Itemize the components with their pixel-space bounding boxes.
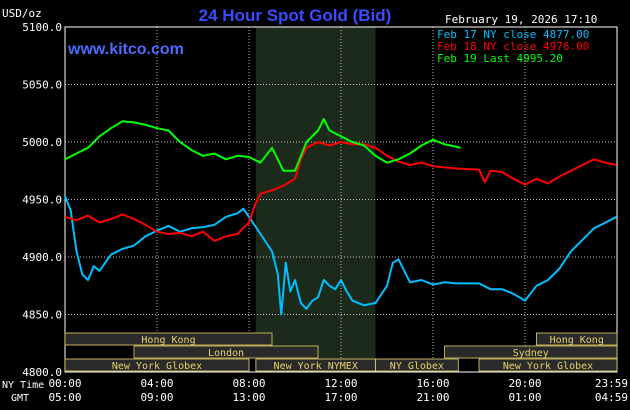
x-tick-label-gmt: 01:00 xyxy=(508,391,541,404)
session-band xyxy=(536,332,618,346)
y-tick-label: 5100.0 xyxy=(22,21,62,34)
x-tick-label-ny: 23:59 xyxy=(595,377,628,390)
session-band xyxy=(64,358,250,372)
session-band-label: New York Globex xyxy=(112,361,202,372)
legend-entry-feb18: Feb 18 NY close 4976.00 xyxy=(437,40,589,53)
y-tick-label: 5050.0 xyxy=(22,79,62,92)
x-row-label-ny: NY Time xyxy=(2,380,44,391)
nymex-session-shade xyxy=(255,27,376,372)
session-band xyxy=(444,345,618,359)
x-tick-label-ny: 04:00 xyxy=(140,377,173,390)
x-tick-label-gmt: 05:00 xyxy=(48,391,81,404)
x-tick-label-ny: 12:00 xyxy=(324,377,357,390)
x-tick-label-ny: 00:00 xyxy=(48,377,81,390)
y-tick-label: 4850.0 xyxy=(22,309,62,322)
x-tick-label-gmt: 04:59 xyxy=(595,391,628,404)
chart-title: 24 Hour Spot Gold (Bid) xyxy=(199,6,392,25)
chart-datetime: February 19, 2026 17:10 xyxy=(445,13,597,26)
series-line-feb18 xyxy=(64,141,617,242)
x-tick-label-gmt: 21:00 xyxy=(416,391,449,404)
x-tick-label-ny: 08:00 xyxy=(232,377,265,390)
legend-entry-feb19: Feb 19 Last 4995.20 xyxy=(437,52,563,65)
x-tick-label-gmt: 13:00 xyxy=(232,391,265,404)
session-band-label: Sydney xyxy=(513,348,549,359)
y-axis-ticks: 4800.0 4850.0 4900.0 4950.0 5000.0 5050.0 5100… xyxy=(22,21,62,379)
session-band-label: NY Globex xyxy=(390,361,444,372)
session-band xyxy=(478,358,618,372)
x-tick-label-ny: 20:00 xyxy=(508,377,541,390)
session-band-label: New York NYMEX xyxy=(274,361,358,372)
session-band-label: Hong Kong xyxy=(141,335,195,346)
legend: Feb 17 NY close 4877.00 Feb 18 NY close … xyxy=(437,28,589,65)
session-band xyxy=(133,345,319,359)
series-line-feb17 xyxy=(64,195,617,316)
session-band-label: London xyxy=(208,348,244,359)
y-axis-unit: USD/oz xyxy=(2,7,42,20)
legend-entry-feb17: Feb 17 NY close 4877.00 xyxy=(437,28,589,41)
x-row-label-gmt: GMT xyxy=(11,393,29,404)
y-tick-label: 4800.0 xyxy=(22,366,62,379)
session-band xyxy=(375,358,459,372)
session-band xyxy=(64,332,273,346)
y-tick-label: 5000.0 xyxy=(22,136,62,149)
website-label: www.kitco.com xyxy=(67,41,184,58)
x-tick-label-gmt: 09:00 xyxy=(140,391,173,404)
y-tick-label: 4950.0 xyxy=(22,194,62,207)
series-layer xyxy=(64,118,617,316)
session-band-label: Hong Kong xyxy=(550,335,604,346)
session-band-label: New York Globex xyxy=(503,361,593,372)
series-line-feb19 xyxy=(64,118,461,172)
session-bands: Hong Kong Hong Kong London Sydney New York G… xyxy=(64,332,618,372)
x-tick-label-gmt: 17:00 xyxy=(324,391,357,404)
x-tick-label-ny: 16:00 xyxy=(416,377,449,390)
y-tick-label: 4900.0 xyxy=(22,251,62,264)
